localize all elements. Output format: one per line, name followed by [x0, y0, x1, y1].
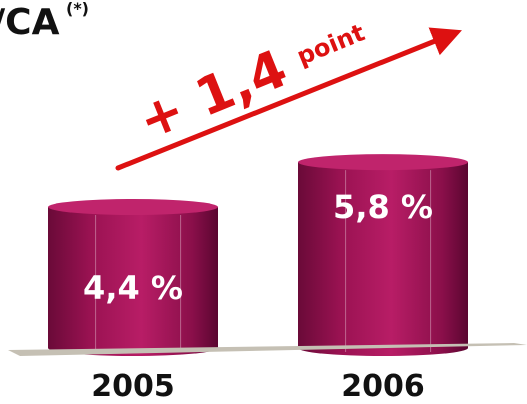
- bar-body: [298, 162, 468, 356]
- bar-body: [48, 207, 218, 356]
- bar-top: [298, 154, 468, 171]
- growth-arrow: [115, 27, 462, 171]
- baseline-floor: [8, 343, 527, 356]
- bar-top: [48, 199, 218, 215]
- bar-value-label: 5,8 %: [333, 188, 433, 226]
- bar-2005: 4,4 %: [48, 199, 218, 356]
- growth-annotation: + 1,4 point: [115, 18, 462, 171]
- chart-title-superscript: (*): [66, 0, 89, 18]
- category-labels: 2005 2006: [91, 369, 425, 404]
- category-label-2006: 2006: [341, 369, 425, 404]
- chart-title: /CA (*): [0, 0, 89, 43]
- chart-title-text: /CA: [0, 2, 60, 43]
- category-label-2005: 2005: [91, 369, 175, 404]
- growth-unit-text: point: [293, 18, 369, 70]
- bar-2006: 5,8 %: [298, 154, 468, 356]
- growth-value-text: + 1,4: [130, 39, 295, 152]
- bars-group: 4,4 % 5,8 %: [48, 154, 468, 356]
- bar-value-label: 4,4 %: [83, 269, 183, 307]
- baseline: [8, 343, 527, 356]
